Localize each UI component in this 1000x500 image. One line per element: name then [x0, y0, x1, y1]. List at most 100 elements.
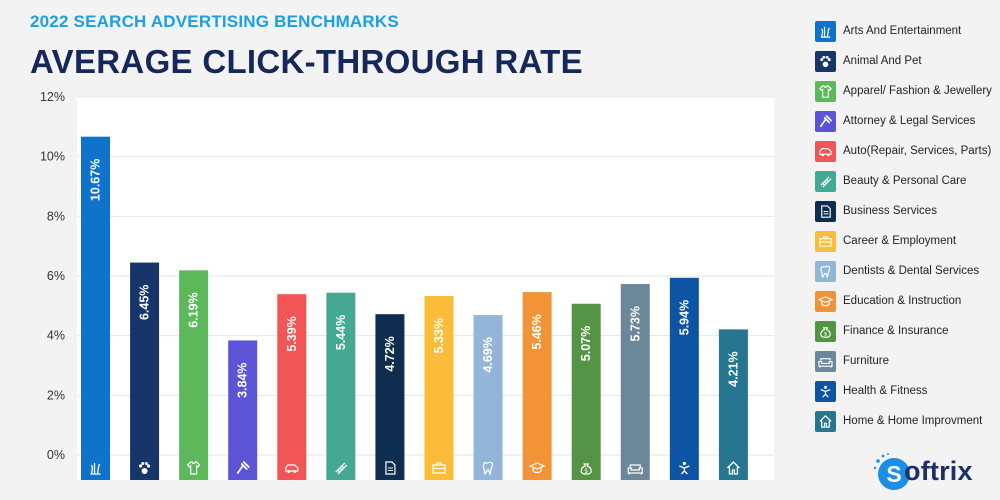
y-tick-label: 8% — [47, 209, 65, 223]
legend: Arts And Entertainment Animal And Pet Appa… — [815, 16, 1000, 436]
bar — [81, 136, 110, 480]
sofa-icon — [627, 464, 643, 475]
legend-label: Dentists & Dental Services — [843, 265, 980, 277]
comb-icon — [335, 462, 348, 475]
sofa-icon — [815, 350, 836, 372]
tooth-icon — [815, 260, 836, 282]
y-tick-label: 10% — [40, 150, 65, 164]
bar-group: 4.72% — [375, 314, 405, 480]
bar-group: 6.45% — [130, 262, 160, 480]
bar-group: 3.84% — [228, 340, 258, 480]
paw-icon — [815, 50, 836, 72]
legend-item: Home & Home Improvment — [815, 406, 1000, 436]
legend-label: Furniture — [843, 355, 890, 367]
bar — [424, 295, 454, 480]
bar — [718, 329, 748, 480]
legend-item: Beauty & Personal Care — [815, 166, 1000, 196]
legend-item: Career & Employment — [815, 226, 1000, 256]
bar-group: 5.33% — [424, 295, 454, 480]
softtrix-logo: S oftrix — [872, 448, 997, 496]
bar-value-label: 5.44% — [334, 315, 348, 350]
bar-value-label: 5.07% — [579, 326, 593, 361]
graduation-cap-icon — [815, 290, 836, 312]
legend-label: Business Services — [843, 205, 937, 217]
bar — [375, 314, 405, 480]
money-bag-icon: $ — [580, 463, 592, 475]
legend-label: Home & Home Improvment — [843, 415, 983, 427]
bar — [522, 292, 552, 480]
car-icon — [285, 464, 299, 473]
shirt-icon — [186, 461, 201, 475]
legend-item: $ Finance & Insurance — [815, 316, 1000, 346]
y-tick-label: 6% — [47, 269, 65, 283]
legend-label: Attorney & Legal Services — [843, 115, 976, 127]
y-tick-label: 0% — [47, 448, 65, 462]
arts-icon — [90, 463, 101, 475]
bar-value-label: 3.84% — [236, 362, 250, 397]
bar-group: 6.19% — [179, 270, 209, 480]
bar — [277, 294, 307, 480]
bar — [620, 284, 650, 480]
bar-group: 5.39% — [277, 294, 307, 480]
bar — [473, 315, 503, 480]
chart-subtitle: 2022 SEARCH ADVERTISING BENCHMARKS — [30, 12, 399, 31]
comb-icon — [815, 170, 836, 192]
bar-group: 5.07% $ — [571, 303, 601, 480]
home-icon — [815, 410, 836, 432]
legend-label: Arts And Entertainment — [843, 25, 962, 37]
bar — [669, 277, 699, 480]
bar-value-label: 5.33% — [432, 318, 446, 353]
logo-text: oftrix — [904, 456, 973, 486]
chart-title: AVERAGE CLICK-THROUGH RATE — [30, 43, 583, 80]
logo-s-icon: S — [873, 453, 910, 490]
y-tick-label: 2% — [47, 388, 65, 402]
legend-item: Business Services — [815, 196, 1000, 226]
bar-group: 4.21% — [718, 329, 748, 480]
fitness-icon — [815, 380, 836, 402]
bar-group: 5.94% — [669, 277, 699, 480]
legend-item: Apparel/ Fashion & Jewellery — [815, 76, 1000, 106]
bar-value-label: 6.19% — [187, 292, 201, 327]
home-icon — [726, 461, 740, 475]
legend-item: Attorney & Legal Services — [815, 106, 1000, 136]
bar-value-label: 4.69% — [481, 337, 495, 372]
briefcase-icon — [432, 462, 446, 474]
bar-group: 5.46% — [522, 292, 552, 480]
bar-value-label: 5.94% — [677, 300, 691, 335]
legend-label: Auto(Repair, Services, Parts) — [843, 145, 992, 157]
svg-text:S: S — [886, 461, 901, 487]
bar-value-label: 5.46% — [530, 314, 544, 349]
legend-label: Beauty & Personal Care — [843, 175, 967, 187]
car-icon — [815, 140, 836, 162]
bar-value-label: 4.72% — [383, 336, 397, 371]
legend-label: Finance & Insurance — [843, 325, 949, 337]
legend-item: Furniture — [815, 346, 1000, 376]
bar-value-label: 6.45% — [138, 285, 152, 320]
bar — [130, 262, 160, 480]
legend-label: Health & Fitness — [843, 385, 928, 397]
legend-item: Health & Fitness — [815, 376, 1000, 406]
svg-text:$: $ — [584, 468, 588, 475]
bar-value-label: 10.67% — [89, 159, 103, 201]
document-icon — [815, 200, 836, 222]
gavel-icon — [815, 110, 836, 132]
briefcase-icon — [815, 230, 836, 252]
arts-icon — [815, 20, 836, 42]
legend-item: Auto(Repair, Services, Parts) — [815, 136, 1000, 166]
paw-icon — [138, 462, 151, 474]
legend-item: Arts And Entertainment — [815, 16, 1000, 46]
document-icon — [385, 461, 396, 475]
bar-value-label: 5.73% — [628, 306, 642, 341]
bar — [571, 303, 601, 480]
graduation-cap-icon — [528, 462, 546, 474]
legend-label: Education & Instruction — [843, 295, 962, 307]
bar-group: 10.67% — [81, 136, 110, 480]
bar-group: 4.69% — [473, 315, 503, 480]
y-tick-label: 12% — [40, 90, 65, 104]
bar — [179, 270, 209, 480]
bar-value-label: 4.21% — [726, 351, 740, 386]
legend-label: Apparel/ Fashion & Jewellery — [843, 85, 992, 97]
gavel-icon — [236, 461, 250, 474]
tooth-icon — [482, 461, 494, 477]
